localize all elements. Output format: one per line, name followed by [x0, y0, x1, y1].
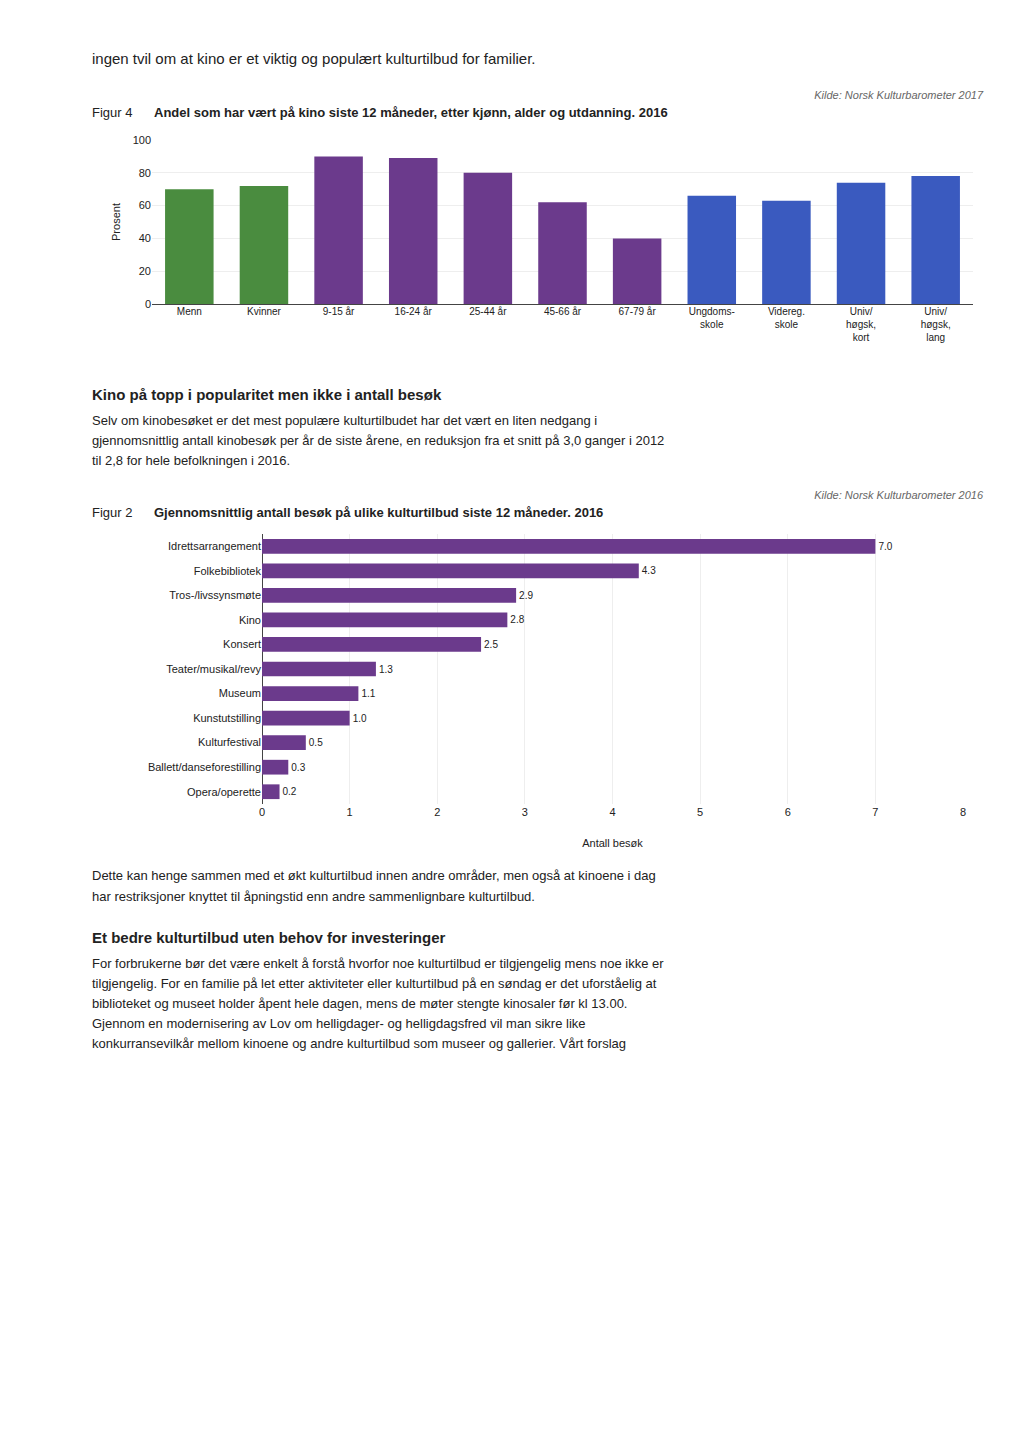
html-text:ingen tvil om at kino er et vi: ingen tvil om at kino er et viktig og po… — [92, 50, 536, 67]
html-text:Selv om kinobesøket er det mes: Selv om kinobesøket er det mest populære… — [92, 413, 665, 469]
svg-text:2.9: 2.9 — [519, 590, 533, 601]
svg-text:Ballett/danseforestilling: Ballett/danseforestilling — [148, 761, 261, 773]
svg-text:Folkebibliotek: Folkebibliotek — [194, 565, 262, 577]
svg-text:Opera/operette: Opera/operette — [187, 786, 261, 798]
svg-text:Prosent: Prosent — [110, 203, 122, 241]
svg-text:2: 2 — [434, 806, 440, 818]
svg-text:2.5: 2.5 — [484, 639, 498, 650]
svg-text:2.8: 2.8 — [510, 615, 524, 626]
svg-text:Menn: Menn — [177, 306, 202, 317]
svg-text:80: 80 — [139, 167, 151, 179]
html-text:Andel som har vært på kino sis: Andel som har vært på kino siste 12 måne… — [154, 105, 668, 120]
svg-text:Teater/musikal/revy: Teater/musikal/revy — [166, 663, 261, 675]
svg-text:7.0: 7.0 — [878, 541, 892, 552]
html-text:Et bedre kulturtilbud uten beh: Et bedre kulturtilbud uten behov for inv… — [92, 928, 446, 946]
html-text:Figur 4: Figur 4 — [92, 105, 133, 120]
svg-text:Tros-/livssynsmøte: Tros-/livssynsmøte — [169, 590, 261, 602]
svg-text:Univ/høgsk,lang: Univ/høgsk,lang — [921, 306, 951, 343]
svg-text:9-15 år: 9-15 år — [323, 306, 355, 317]
svg-text:4.3: 4.3 — [642, 566, 656, 577]
svg-text:Kulturfestival: Kulturfestival — [198, 737, 261, 749]
svg-text:Idrettsarrangement: Idrettsarrangement — [168, 541, 261, 553]
svg-text:0: 0 — [259, 806, 265, 818]
svg-text:20: 20 — [139, 265, 151, 277]
svg-text:16-24 år: 16-24 år — [395, 306, 433, 317]
svg-text:0: 0 — [145, 298, 151, 310]
svg-text:40: 40 — [139, 232, 151, 244]
svg-text:Kvinner: Kvinner — [247, 306, 282, 317]
svg-text:Videreg.skole: Videreg.skole — [768, 306, 805, 330]
svg-text:1.1: 1.1 — [361, 688, 375, 699]
svg-text:Kunstutstilling: Kunstutstilling — [193, 712, 261, 724]
svg-text:Univ/høgsk,kort: Univ/høgsk,kort — [846, 306, 876, 343]
html-text:Dette kan henge sammen med et: Dette kan henge sammen med et økt kultur… — [92, 868, 656, 904]
svg-text:1.0: 1.0 — [353, 713, 367, 724]
svg-text:Ungdoms-skole: Ungdoms-skole — [689, 306, 735, 330]
svg-text:Konsert: Konsert — [223, 639, 261, 651]
svg-text:8: 8 — [960, 806, 966, 818]
svg-text:1: 1 — [347, 806, 353, 818]
html-text:For forbrukerne bør det være e: For forbrukerne bør det være enkelt å fo… — [92, 955, 664, 1052]
svg-text:Museum: Museum — [219, 688, 261, 700]
html-text:Kino på topp i popularitet men: Kino på topp i popularitet men ikke i an… — [92, 386, 442, 403]
svg-text:7: 7 — [872, 806, 878, 818]
svg-text:100: 100 — [133, 134, 151, 146]
html-text:Gjennomsnittlig antall besøk p: Gjennomsnittlig antall besøk på ulike ku… — [154, 505, 604, 521]
svg-text:0.5: 0.5 — [309, 738, 323, 749]
svg-text:1.3: 1.3 — [379, 664, 393, 675]
html-text:Kilde: Norsk Kulturbarometer 2: Kilde: Norsk Kulturbarometer 2017 — [814, 89, 983, 101]
svg-text:Kino: Kino — [239, 614, 261, 626]
svg-text:0.2: 0.2 — [283, 787, 297, 798]
html-text:Kilde: Norsk Kulturbarometer 2: Kilde: Norsk Kulturbarometer 2016 — [814, 489, 983, 502]
svg-text:3: 3 — [522, 806, 528, 818]
svg-text:5: 5 — [697, 806, 703, 818]
svg-text:67-79 år: 67-79 år — [619, 306, 657, 317]
svg-text:25-44 år: 25-44 år — [469, 306, 507, 317]
svg-text:0.3: 0.3 — [291, 762, 305, 773]
svg-text:6: 6 — [785, 806, 791, 818]
svg-text:Antall besøk: Antall besøk — [582, 837, 643, 849]
svg-text:45-66 år: 45-66 år — [544, 306, 582, 317]
html-text:Figur 2: Figur 2 — [92, 505, 133, 521]
svg-text:60: 60 — [139, 199, 151, 211]
svg-text:4: 4 — [609, 806, 615, 818]
